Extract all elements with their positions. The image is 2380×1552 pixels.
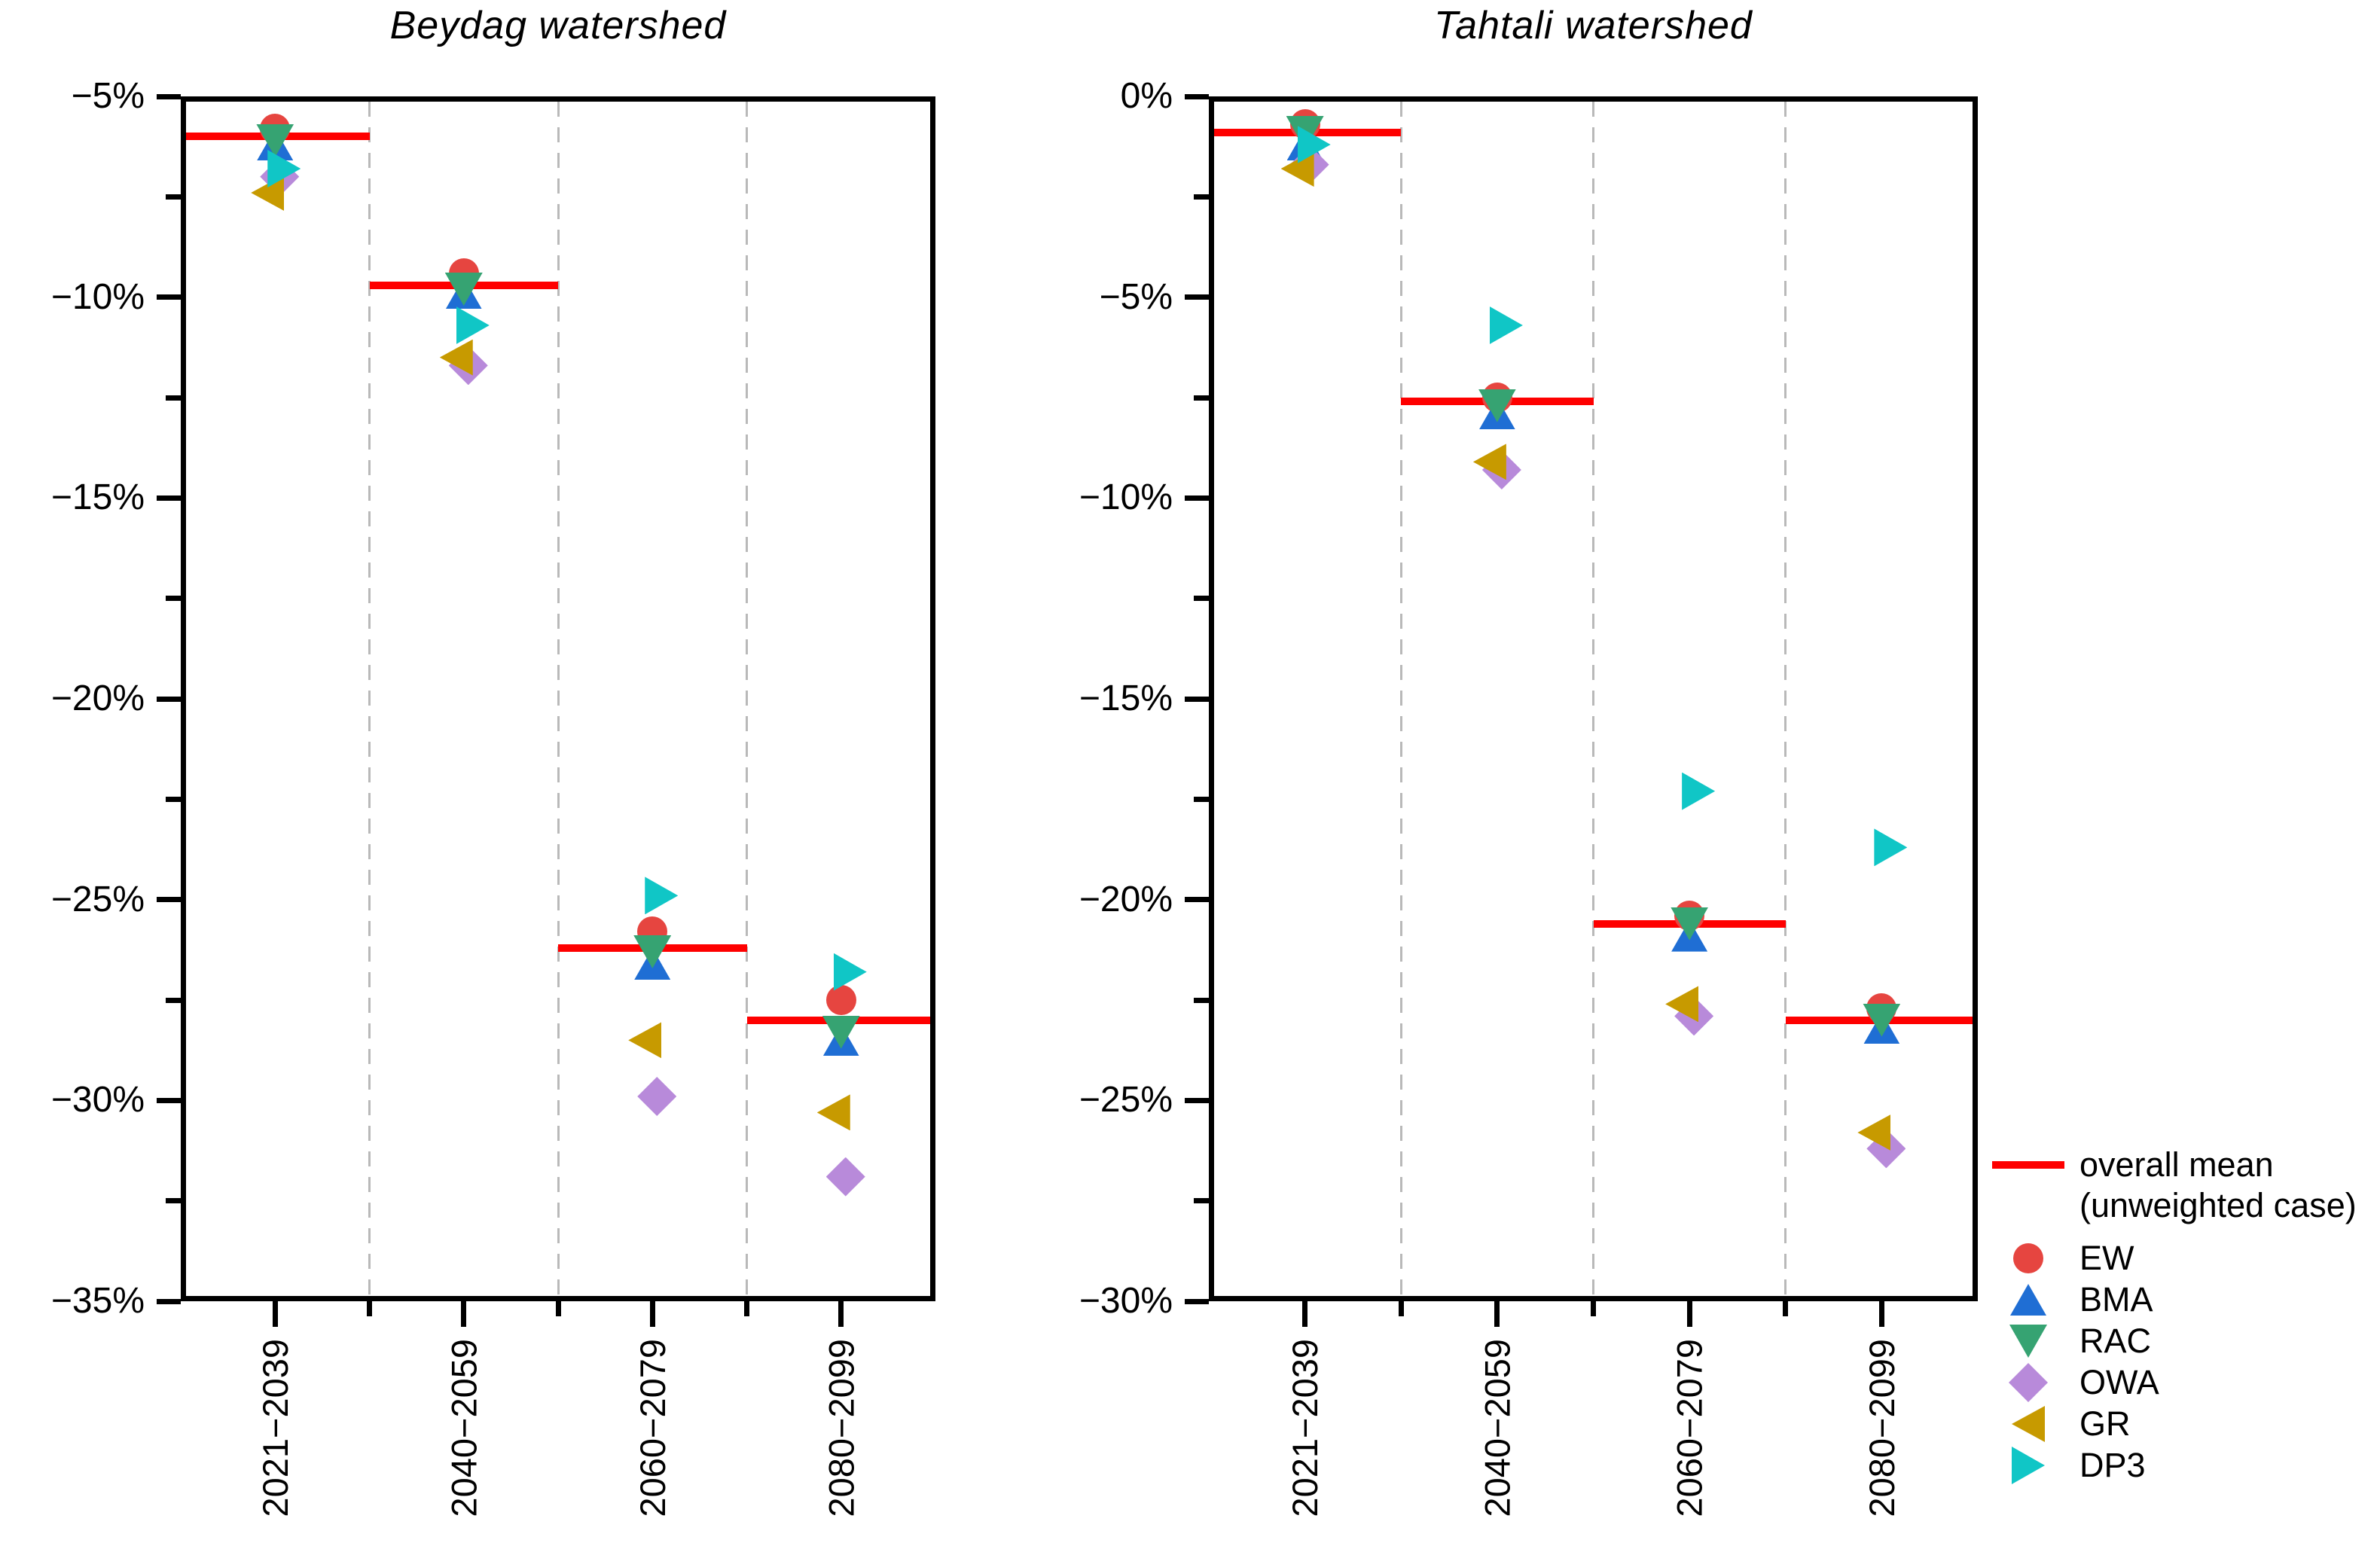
y-minor-tick xyxy=(1194,796,1209,802)
x-minor-tick xyxy=(555,1301,561,1316)
x-tick-label: 2080−2099 xyxy=(821,1339,862,1517)
x-major-tick xyxy=(1494,1301,1500,1327)
x-tick-label: 2021−2039 xyxy=(255,1339,295,1517)
y-major-tick xyxy=(157,897,181,903)
y-minor-tick xyxy=(1194,194,1209,200)
y-major-tick xyxy=(157,1298,181,1304)
legend: overall mean (unweighted case) EW BMA RA… xyxy=(1992,1145,2380,1551)
y-major-tick xyxy=(1185,495,1209,501)
y-major-tick xyxy=(1185,1298,1209,1304)
x-tick-label: 2080−2099 xyxy=(1861,1339,1902,1517)
owa-marker-icon xyxy=(1992,1363,2064,1402)
y-major-tick xyxy=(157,696,181,702)
legend-mean-label-line1: overall mean xyxy=(2079,1145,2274,1184)
x-major-tick xyxy=(461,1301,467,1327)
x-tick-label: 2060−2079 xyxy=(632,1339,673,1517)
legend-label-gr: GR xyxy=(2079,1404,2131,1443)
y-minor-tick xyxy=(1194,1198,1209,1204)
y-major-tick xyxy=(1185,294,1209,300)
legend-label-dp3: DP3 xyxy=(2079,1446,2146,1484)
x-minor-tick xyxy=(744,1301,749,1316)
x-major-tick xyxy=(272,1301,278,1327)
legend-item-owa: OWA xyxy=(1992,1361,2159,1404)
rac-marker-icon xyxy=(1992,1325,2064,1358)
y-major-tick xyxy=(1185,897,1209,903)
vertical-gridline xyxy=(1592,102,1594,1296)
vertical-gridline xyxy=(1784,102,1787,1296)
gr-marker-icon xyxy=(1992,1406,2064,1442)
y-tick-label: −15% xyxy=(1079,678,1173,718)
y-tick-label: −30% xyxy=(50,1080,145,1121)
vertical-gridline xyxy=(746,102,748,1296)
y-tick-label: −35% xyxy=(50,1281,145,1321)
y-major-tick xyxy=(1185,93,1209,99)
vertical-gridline xyxy=(557,102,560,1296)
y-minor-tick xyxy=(166,796,181,802)
y-minor-tick xyxy=(166,997,181,1003)
legend-item-dp3: DP3 xyxy=(1992,1444,2146,1486)
legend-mean-label: overall mean (unweighted case) xyxy=(2079,1145,2357,1226)
y-tick-label: −20% xyxy=(1079,879,1173,919)
panel-title-beydag: Beydag watershed xyxy=(389,4,727,47)
y-major-tick xyxy=(1185,1097,1209,1103)
x-major-tick xyxy=(1302,1301,1308,1327)
x-tick-label: 2040−2059 xyxy=(1477,1339,1518,1517)
y-tick-label: −10% xyxy=(50,276,145,317)
panel-title-tahtali: Tahtali watershed xyxy=(1434,4,1753,47)
x-minor-tick xyxy=(367,1301,372,1316)
y-minor-tick xyxy=(1194,395,1209,401)
y-minor-tick xyxy=(166,395,181,401)
legend-item-ew: EW xyxy=(1992,1237,2134,1279)
x-minor-tick xyxy=(1398,1301,1404,1316)
y-minor-tick xyxy=(1194,997,1209,1003)
y-tick-label: −5% xyxy=(1099,276,1173,317)
legend-item-gr: GR xyxy=(1992,1403,2131,1445)
y-tick-label: 0% xyxy=(1120,76,1173,116)
x-major-tick xyxy=(838,1301,844,1327)
plot-frame xyxy=(181,96,935,1301)
y-minor-tick xyxy=(166,194,181,200)
x-minor-tick xyxy=(1591,1301,1596,1316)
x-tick-label: 2021−2039 xyxy=(1285,1339,1326,1517)
y-tick-label: −20% xyxy=(50,678,145,718)
legend-mean-label-line2: (unweighted case) xyxy=(2079,1186,2357,1224)
dp3-marker-icon xyxy=(1992,1447,2064,1484)
y-tick-label: −5% xyxy=(71,76,145,116)
y-minor-tick xyxy=(166,596,181,602)
plot-frame xyxy=(1209,96,1978,1301)
legend-item-rac: RAC xyxy=(1992,1320,2151,1362)
y-tick-label: −25% xyxy=(1079,1080,1173,1121)
y-major-tick xyxy=(157,495,181,501)
y-minor-tick xyxy=(1194,596,1209,602)
legend-label-rac: RAC xyxy=(2079,1322,2152,1360)
y-tick-label: −30% xyxy=(1079,1281,1173,1321)
legend-item-overall-mean: overall mean (unweighted case) xyxy=(1992,1145,2357,1224)
legend-label-bma: BMA xyxy=(2079,1280,2153,1319)
x-minor-tick xyxy=(1783,1301,1789,1316)
x-major-tick xyxy=(649,1301,655,1327)
vertical-gridline xyxy=(1399,102,1402,1296)
x-tick-label: 2060−2079 xyxy=(1669,1339,1710,1517)
x-major-tick xyxy=(1878,1301,1884,1327)
y-major-tick xyxy=(1185,696,1209,702)
bma-marker-icon xyxy=(1992,1284,2064,1316)
legend-label-owa: OWA xyxy=(2079,1363,2159,1401)
ew-marker xyxy=(825,985,856,1015)
y-major-tick xyxy=(157,93,181,99)
legend-label-ew: EW xyxy=(2079,1239,2134,1277)
ew-marker-icon xyxy=(1992,1243,2064,1273)
x-major-tick xyxy=(1686,1301,1692,1327)
y-tick-label: −25% xyxy=(50,879,145,919)
vertical-gridline xyxy=(368,102,371,1296)
y-tick-label: −10% xyxy=(1079,477,1173,518)
y-minor-tick xyxy=(166,1198,181,1204)
overall-mean-line-icon xyxy=(1992,1145,2064,1185)
y-major-tick xyxy=(157,1097,181,1103)
x-tick-label: 2040−2059 xyxy=(444,1339,484,1517)
legend-item-bma: BMA xyxy=(1992,1279,2153,1321)
y-major-tick xyxy=(157,294,181,300)
y-tick-label: −15% xyxy=(50,477,145,518)
